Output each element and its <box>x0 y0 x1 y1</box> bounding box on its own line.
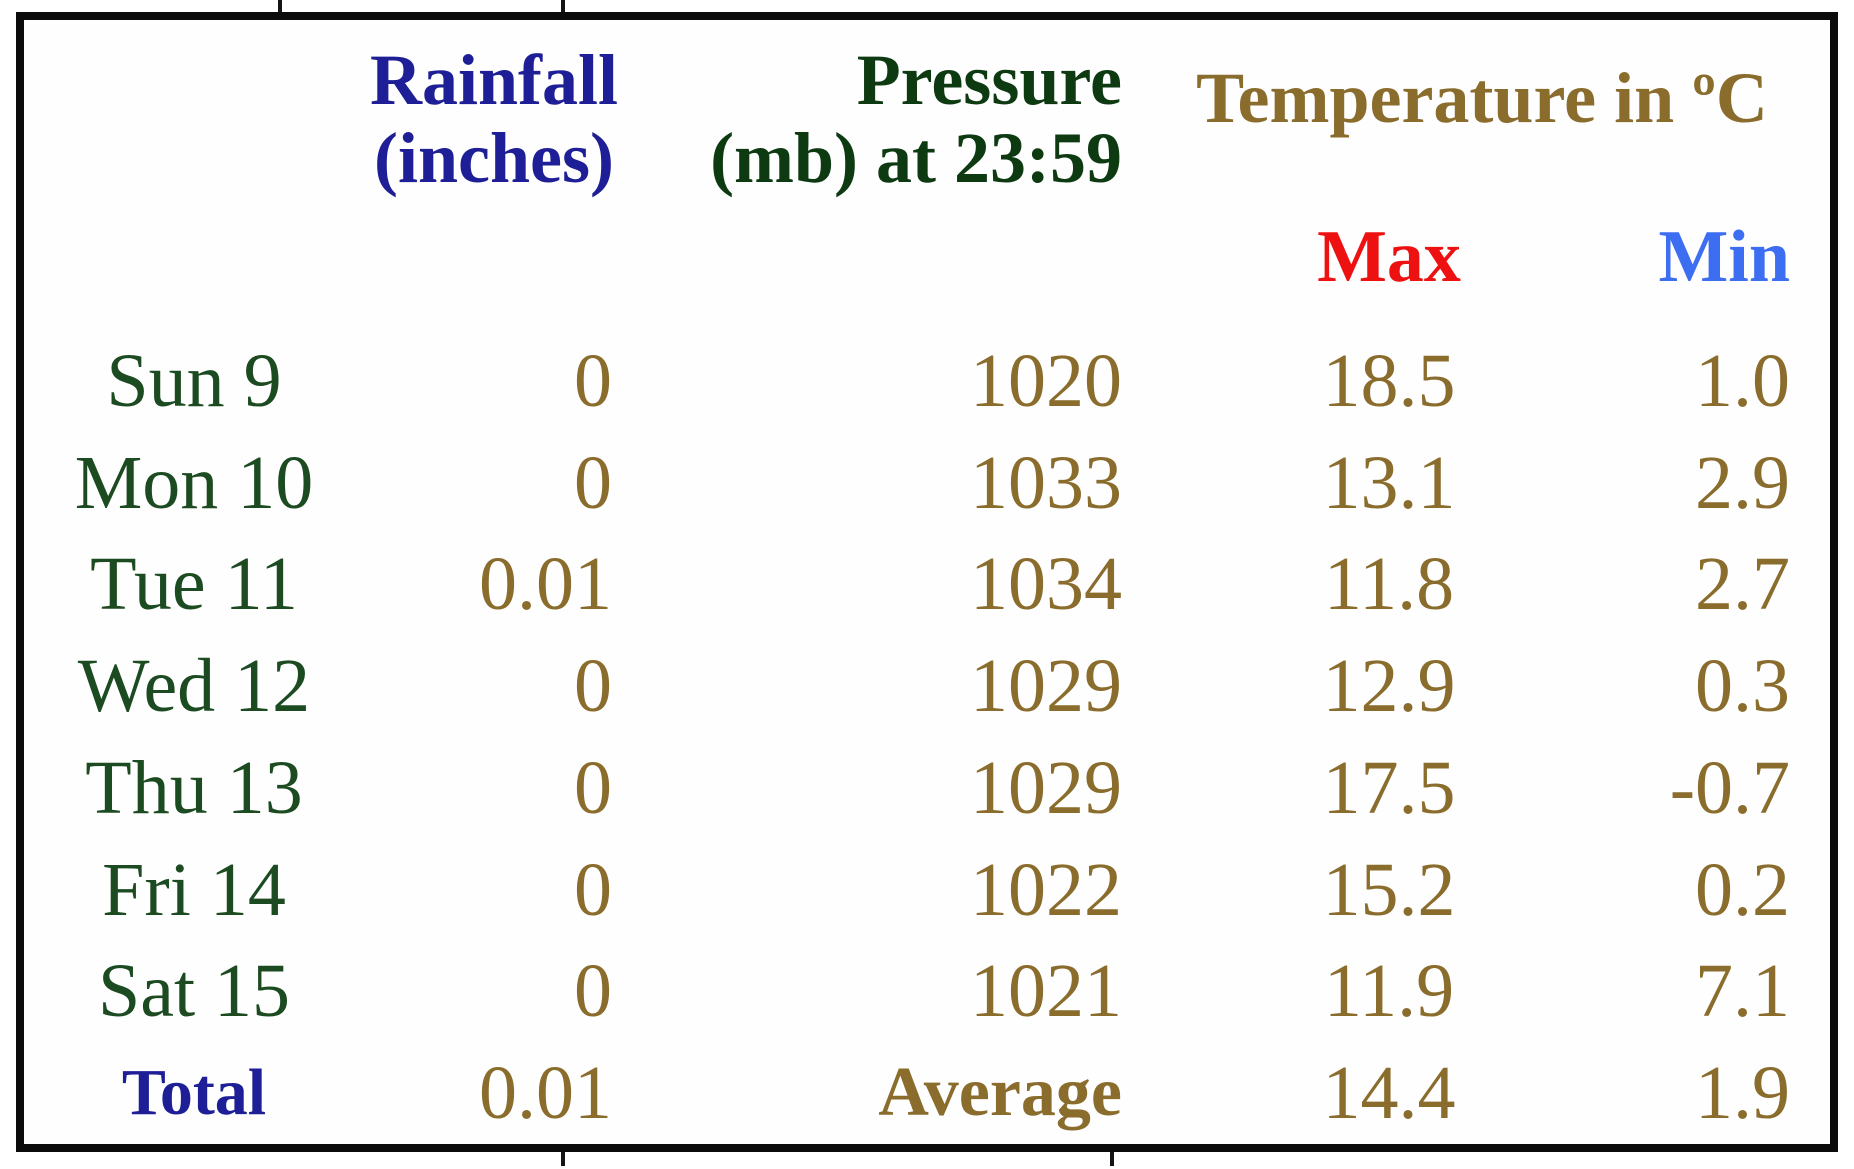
max-average-value: 14.4 <box>1322 1051 1456 1136</box>
rainfall-total-value: 0.01 <box>479 1051 612 1136</box>
col-header-temperature: Temperature in ºC <box>1196 58 1768 139</box>
pressure-value: 1029 <box>970 644 1122 729</box>
min-temp-value: 1.0 <box>1695 338 1790 423</box>
pressure-header-line1: Pressure <box>856 40 1122 120</box>
min-temp-value: 0.2 <box>1695 847 1790 932</box>
rainfall-value: 0 <box>574 949 612 1034</box>
pressure-header-line2: (mb) at 23:59 <box>710 117 1122 198</box>
gridline-stub <box>561 0 565 13</box>
pressure-value: 1034 <box>970 542 1122 627</box>
rainfall-value: 0 <box>574 644 612 729</box>
day-label: Tue 11 <box>90 542 298 627</box>
rainfall-header-line2: (inches) <box>374 117 614 198</box>
max-temp-value: 11.8 <box>1323 542 1455 627</box>
rainfall-value: 0 <box>574 847 612 932</box>
min-temp-value: 0.3 <box>1695 644 1790 729</box>
max-temp-value: 18.5 <box>1322 338 1456 423</box>
max-temp-value: 12.9 <box>1322 644 1456 729</box>
min-temp-value: 7.1 <box>1695 949 1790 1034</box>
max-temp-value: 15.2 <box>1322 847 1456 932</box>
day-label: Wed 12 <box>77 644 311 729</box>
max-temp-value: 17.5 <box>1322 745 1456 830</box>
day-label: Thu 13 <box>85 745 303 830</box>
col-header-pressure: Pressure (mb) at 23:59 <box>624 20 1134 198</box>
average-label: Average <box>878 1054 1122 1132</box>
col-header-min: Min <box>1658 216 1790 298</box>
min-temp-value: -0.7 <box>1669 745 1790 830</box>
min-average-value: 1.9 <box>1695 1051 1790 1136</box>
rainfall-value: 0 <box>574 745 612 830</box>
pressure-value: 1022 <box>970 847 1122 932</box>
day-label: Sat 15 <box>97 949 291 1034</box>
max-temp-value: 13.1 <box>1322 440 1456 525</box>
rainfall-header-line1: Rainfall <box>369 40 619 120</box>
day-label: Fri 14 <box>102 847 286 932</box>
col-header-rainfall: Rainfall (inches) <box>364 20 624 198</box>
pressure-value: 1033 <box>970 440 1122 525</box>
day-label: Sun 9 <box>106 338 282 423</box>
pressure-value: 1029 <box>970 745 1122 830</box>
pressure-value: 1021 <box>970 949 1122 1034</box>
max-temp-value: 11.9 <box>1323 949 1455 1034</box>
gridline-stub <box>1110 1152 1114 1166</box>
col-header-max: Max <box>1317 216 1461 298</box>
rainfall-value: 0 <box>574 338 612 423</box>
day-label: Mon 10 <box>74 440 314 525</box>
gridline-stub <box>278 0 282 13</box>
rainfall-value: 0.01 <box>479 542 612 627</box>
rainfall-value: 0 <box>574 440 612 525</box>
min-temp-value: 2.9 <box>1695 440 1790 525</box>
min-temp-value: 2.7 <box>1695 542 1790 627</box>
total-label: Total <box>121 1056 267 1130</box>
gridline-stub <box>561 1152 565 1166</box>
pressure-value: 1020 <box>970 338 1122 423</box>
weather-table: Rainfall (inches) Pressure (mb) at 23:59… <box>16 12 1838 1152</box>
